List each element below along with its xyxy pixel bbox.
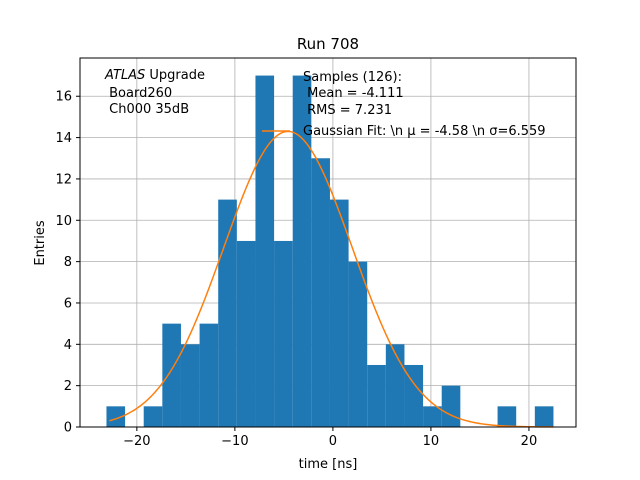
atlas-upgrade-text: Upgrade [145, 68, 205, 83]
histogram-bar [385, 344, 405, 427]
fit-line [109, 130, 554, 428]
histogram-bar [274, 240, 293, 427]
histogram-bar [329, 199, 349, 427]
x-tick-label: 0 [329, 434, 337, 449]
histogram-bar [162, 323, 181, 427]
histogram-bar [534, 406, 554, 427]
histogram-bar [311, 158, 330, 427]
y-tick-label: 0 [64, 421, 72, 436]
board-label: Board260 [105, 86, 172, 101]
y-tick-label: 2 [64, 379, 72, 394]
y-tick-label: 8 [64, 255, 72, 270]
histogram-bars [106, 75, 554, 428]
y-tick-label: 12 [55, 172, 72, 187]
histogram-bar [255, 75, 275, 428]
y-tick-label: 6 [64, 296, 72, 311]
x-tick-label: −20 [123, 434, 150, 449]
x-axis-ticks: −20 −10 0 10 20 [123, 427, 537, 449]
mean-label: Mean = -4.111 [303, 86, 404, 101]
histogram-bar [404, 364, 424, 427]
x-axis-label: time [ns] [299, 457, 358, 472]
y-tick-label: 10 [55, 214, 72, 229]
histogram-bar [292, 75, 312, 428]
histogram-bar [236, 240, 256, 427]
histogram-bar [441, 385, 461, 427]
legend-fit-label: Gaussian Fit: \n μ = -4.58 \n σ=6.559 [303, 124, 546, 139]
samples-label: Samples (126): [303, 70, 402, 85]
histogram-bar [423, 406, 442, 427]
x-tick-label: 20 [521, 434, 538, 449]
y-axis-label: Entries [33, 220, 48, 266]
atlas-label: ATLAS Upgrade [104, 68, 205, 83]
gaussian-fit-curve [109, 130, 554, 428]
histogram-bar [497, 406, 517, 427]
plot-frame [79, 57, 577, 428]
histogram-bar [199, 323, 219, 427]
chart-title: Run 708 [297, 35, 359, 53]
y-tick-label: 16 [55, 90, 72, 105]
y-tick-label: 4 [64, 338, 72, 353]
x-tick-label: −10 [221, 434, 248, 449]
histogram-bar [348, 261, 368, 427]
histogram-bar [180, 344, 200, 427]
y-tick-label: 14 [55, 131, 72, 146]
histogram-bar [106, 406, 126, 427]
atlas-italic-text: ATLAS [104, 68, 145, 83]
histogram-bar [367, 364, 386, 427]
histogram-bar [143, 406, 163, 427]
channel-label: Ch000 35dB [105, 102, 189, 117]
histogram-bar [218, 199, 237, 427]
x-tick-label: 10 [423, 434, 440, 449]
y-axis-ticks: 0 2 4 6 8 10 12 14 16 [55, 90, 80, 436]
rms-label: RMS = 7.231 [303, 103, 392, 118]
